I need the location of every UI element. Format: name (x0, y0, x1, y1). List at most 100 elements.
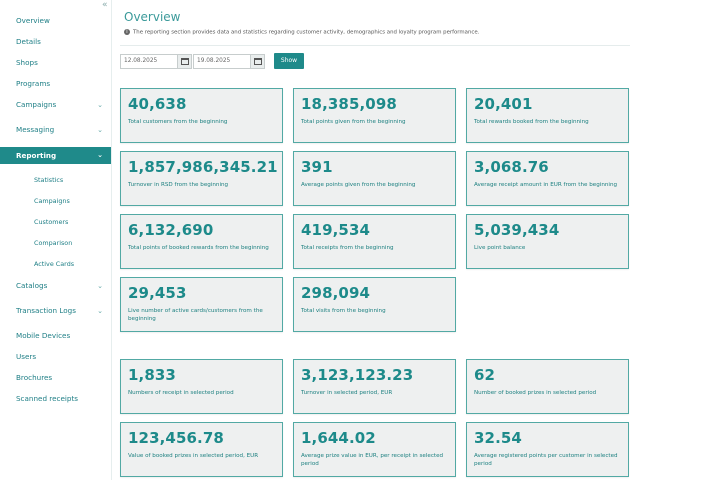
stat-card-live-point-balance: 5,039,434 Live point balance (466, 214, 629, 269)
stat-value: 3,068.76 (474, 158, 549, 176)
sidebar-item-overview[interactable]: Overview (0, 13, 111, 29)
stat-label: Total receipts from the beginning (301, 245, 394, 251)
stat-label: Turnover in RSD from the beginning (128, 182, 229, 188)
stat-card-prize-value-period: 123,456.78 Value of booked prizes in sele… (120, 422, 283, 477)
page-description-text: The reporting section provides data and … (133, 29, 480, 36)
sidebar-subitem-campaigns[interactable]: Campaigns (0, 194, 111, 208)
page-description: i The reporting section provides data and… (124, 29, 479, 36)
sidebar-item-messaging[interactable]: Messaging ⌄ (0, 122, 111, 138)
stat-value: 419,534 (301, 221, 371, 239)
stat-label: Turnover in selected period, EUR (301, 390, 393, 396)
date-from-value: 12.08.2025 (124, 58, 158, 64)
sidebar: « Overview Details Shops Programs Campai… (0, 0, 112, 480)
stat-value: 123,456.78 (128, 429, 224, 447)
stat-value: 391 (301, 158, 333, 176)
stat-card-average-points: 391 Average points given from the beginni… (293, 151, 456, 206)
stat-value: 1,833 (128, 366, 176, 384)
sidebar-item-shops[interactable]: Shops (0, 55, 111, 71)
stat-card-total-receipts: 419,534 Total receipts from the beginning (293, 214, 456, 269)
stat-value: 6,132,690 (128, 221, 214, 239)
stat-value: 1,857,986,345.21 (128, 158, 278, 176)
stat-value: 40,638 (128, 95, 187, 113)
sidebar-item-scanned-receipts[interactable]: Scanned receipts (0, 391, 111, 407)
stat-value: 29,453 (128, 284, 187, 302)
stat-value: 32.54 (474, 429, 522, 447)
stat-card-average-receipt: 3,068.76 Average receipt amount in EUR fr… (466, 151, 629, 206)
stat-card-total-customers: 40,638 Total customers from the beginning (120, 88, 283, 143)
sidebar-item-label: Details (16, 37, 41, 46)
sidebar-item-label: Overview (16, 16, 50, 25)
sidebar-item-label: Users (16, 352, 37, 361)
stat-value: 5,039,434 (474, 221, 560, 239)
stat-card-total-rewards: 20,401 Total rewards booked from the begi… (466, 88, 629, 143)
chevron-down-icon: ⌄ (97, 151, 103, 159)
stat-label: Value of booked prizes in selected perio… (128, 453, 259, 459)
sidebar-item-campaigns[interactable]: Campaigns ⌄ (0, 97, 111, 113)
sidebar-item-transaction-logs[interactable]: Transaction Logs ⌄ (0, 303, 111, 319)
sidebar-item-label: Messaging (16, 125, 55, 134)
stat-label: Total points of booked rewards from the … (128, 245, 269, 251)
stat-label: Average points given from the beginning (301, 182, 416, 188)
stat-card-total-points: 18,385,098 Total points given from the be… (293, 88, 456, 143)
stat-value: 1,644.02 (301, 429, 376, 447)
stat-value: 62 (474, 366, 496, 384)
date-to-value: 19.08.2025 (197, 58, 231, 64)
chevron-down-icon: ⌄ (97, 307, 103, 315)
calendar-icon[interactable] (177, 55, 191, 68)
stat-card-receipts-period: 1,833 Numbers of receipt in selected peri… (120, 359, 283, 414)
main-content: Overview i The reporting section provides… (112, 0, 715, 480)
show-button[interactable]: Show (274, 53, 304, 69)
stat-card-average-prize-value: 1,644.02 Average prize value in EUR, per … (293, 422, 456, 477)
sidebar-item-details[interactable]: Details (0, 34, 111, 50)
stat-label: Total points given from the beginning (301, 119, 406, 125)
stat-card-active-cards: 29,453 Live number of active cards/custom… (120, 277, 283, 332)
stat-label: Live point balance (474, 245, 526, 251)
sidebar-subitem-label: Active Cards (34, 260, 75, 268)
stat-label: Total rewards booked from the beginning (474, 119, 589, 125)
calendar-icon[interactable] (250, 55, 264, 68)
sidebar-subitem-label: Customers (34, 218, 69, 226)
stat-card-booked-prizes-period: 62 Number of booked prizes in selected pe… (466, 359, 629, 414)
sidebar-item-label: Programs (16, 79, 51, 88)
stat-label: Number of booked prizes in selected peri… (474, 390, 597, 396)
stat-label: Numbers of receipt in selected period (128, 390, 234, 396)
stat-label: Total visits from the beginning (301, 308, 386, 314)
sidebar-item-label: Reporting (16, 151, 57, 160)
sidebar-subitem-label: Statistics (34, 176, 64, 184)
sidebar-item-label: Scanned receipts (16, 394, 79, 403)
sidebar-item-label: Brochures (16, 373, 53, 382)
date-from-field[interactable]: 12.08.2025 (120, 54, 192, 69)
sidebar-item-label: Catalogs (16, 281, 48, 290)
info-icon: i (124, 29, 130, 35)
sidebar-subitem-statistics[interactable]: Statistics (0, 173, 111, 187)
date-to-field[interactable]: 19.08.2025 (193, 54, 265, 69)
sidebar-subitem-active-cards[interactable]: Active Cards (0, 257, 111, 271)
stat-label: Average prize value in EUR, per receipt … (301, 453, 444, 467)
sidebar-subitem-customers[interactable]: Customers (0, 215, 111, 229)
stat-value: 20,401 (474, 95, 533, 113)
sidebar-item-users[interactable]: Users (0, 349, 111, 365)
divider (120, 45, 630, 46)
sidebar-item-label: Campaigns (16, 100, 57, 109)
sidebar-item-programs[interactable]: Programs (0, 76, 111, 92)
chevron-down-icon: ⌄ (97, 282, 103, 290)
stat-label: Average registered points per customer i… (474, 453, 618, 467)
chevron-down-icon: ⌄ (97, 101, 103, 109)
collapse-sidebar-icon[interactable]: « (102, 0, 108, 10)
sidebar-item-catalogs[interactable]: Catalogs ⌄ (0, 278, 111, 294)
stat-label: Average receipt amount in EUR from the b… (474, 182, 618, 188)
stat-card-total-visits: 298,094 Total visits from the beginning (293, 277, 456, 332)
sidebar-item-reporting[interactable]: Reporting ⌄ (0, 147, 111, 164)
sidebar-item-brochures[interactable]: Brochures (0, 370, 111, 386)
sidebar-item-label: Mobile Devices (16, 331, 71, 340)
sidebar-subitem-label: Campaigns (34, 197, 70, 205)
sidebar-subitem-label: Comparison (34, 239, 73, 247)
sidebar-subitem-comparison[interactable]: Comparison (0, 236, 111, 250)
chevron-down-icon: ⌄ (97, 126, 103, 134)
stat-value: 18,385,098 (301, 95, 397, 113)
sidebar-item-mobile-devices[interactable]: Mobile Devices (0, 328, 111, 344)
stat-label: Total customers from the beginning (128, 119, 228, 125)
stat-value: 3,123,123.23 (301, 366, 414, 384)
stat-card-turnover-period: 3,123,123.23 Turnover in selected period,… (293, 359, 456, 414)
stat-value: 298,094 (301, 284, 371, 302)
